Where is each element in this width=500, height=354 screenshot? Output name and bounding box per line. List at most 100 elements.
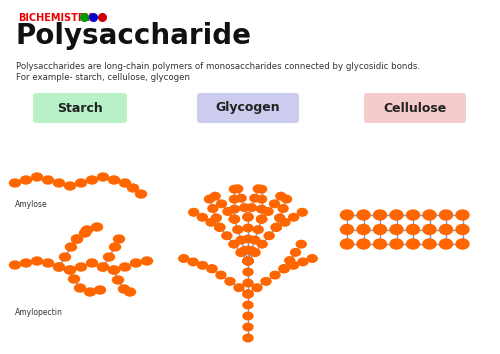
Ellipse shape <box>120 179 130 187</box>
Ellipse shape <box>236 249 246 256</box>
Ellipse shape <box>206 218 216 226</box>
Ellipse shape <box>208 205 218 212</box>
Ellipse shape <box>223 208 233 215</box>
Ellipse shape <box>296 240 306 248</box>
Ellipse shape <box>243 246 253 254</box>
Text: Cellulose: Cellulose <box>384 102 446 114</box>
Ellipse shape <box>207 265 217 273</box>
Ellipse shape <box>233 226 243 233</box>
Ellipse shape <box>374 239 386 249</box>
Ellipse shape <box>423 210 436 220</box>
Ellipse shape <box>256 185 266 193</box>
Ellipse shape <box>20 259 32 267</box>
Ellipse shape <box>272 223 281 231</box>
Ellipse shape <box>86 176 98 184</box>
Ellipse shape <box>216 200 226 208</box>
Ellipse shape <box>54 263 64 271</box>
Ellipse shape <box>54 179 64 187</box>
Ellipse shape <box>285 257 295 264</box>
Ellipse shape <box>230 195 239 203</box>
Ellipse shape <box>243 257 253 265</box>
Ellipse shape <box>246 204 256 211</box>
Ellipse shape <box>230 205 239 213</box>
Ellipse shape <box>270 271 280 279</box>
Ellipse shape <box>243 257 253 265</box>
Ellipse shape <box>98 263 108 271</box>
Ellipse shape <box>254 185 264 193</box>
Ellipse shape <box>243 257 253 265</box>
Ellipse shape <box>240 204 250 211</box>
Ellipse shape <box>230 215 239 223</box>
Ellipse shape <box>10 261 20 269</box>
Ellipse shape <box>243 213 253 221</box>
Ellipse shape <box>32 173 42 181</box>
Ellipse shape <box>243 323 253 331</box>
Ellipse shape <box>257 240 267 248</box>
Ellipse shape <box>243 224 253 232</box>
Ellipse shape <box>84 288 96 296</box>
Ellipse shape <box>243 257 253 265</box>
Ellipse shape <box>288 213 298 221</box>
Ellipse shape <box>236 236 246 244</box>
Ellipse shape <box>279 265 289 273</box>
Ellipse shape <box>456 210 469 220</box>
Ellipse shape <box>60 253 70 261</box>
Ellipse shape <box>298 209 308 216</box>
Ellipse shape <box>243 213 253 221</box>
Ellipse shape <box>108 266 120 274</box>
Ellipse shape <box>340 224 353 234</box>
Ellipse shape <box>204 195 214 203</box>
Ellipse shape <box>279 265 289 273</box>
Ellipse shape <box>98 263 108 271</box>
Text: For example- starch, cellulose, glycogen: For example- starch, cellulose, glycogen <box>16 73 190 82</box>
Ellipse shape <box>250 194 260 202</box>
Ellipse shape <box>108 176 120 184</box>
Ellipse shape <box>280 218 290 226</box>
Ellipse shape <box>274 214 284 222</box>
Text: Starch: Starch <box>57 102 103 114</box>
Ellipse shape <box>118 285 130 293</box>
Ellipse shape <box>390 210 403 220</box>
Ellipse shape <box>64 182 76 190</box>
Ellipse shape <box>423 239 436 249</box>
Ellipse shape <box>98 173 108 181</box>
Ellipse shape <box>243 235 253 243</box>
Ellipse shape <box>243 257 253 265</box>
Ellipse shape <box>128 184 138 192</box>
Ellipse shape <box>456 224 469 234</box>
Ellipse shape <box>72 235 83 243</box>
Ellipse shape <box>76 263 86 271</box>
Ellipse shape <box>179 255 189 262</box>
Ellipse shape <box>270 200 280 208</box>
Ellipse shape <box>423 224 436 234</box>
Ellipse shape <box>243 312 253 320</box>
Ellipse shape <box>272 223 281 231</box>
Ellipse shape <box>130 259 141 267</box>
Ellipse shape <box>64 266 76 274</box>
Ellipse shape <box>252 284 262 291</box>
Ellipse shape <box>440 224 452 234</box>
Ellipse shape <box>243 290 253 298</box>
Ellipse shape <box>10 179 20 187</box>
Ellipse shape <box>263 208 273 215</box>
Ellipse shape <box>188 209 198 216</box>
Ellipse shape <box>279 265 289 273</box>
Ellipse shape <box>68 275 80 283</box>
Ellipse shape <box>212 214 222 222</box>
Ellipse shape <box>120 263 130 271</box>
Ellipse shape <box>243 301 253 309</box>
Ellipse shape <box>256 215 266 223</box>
Ellipse shape <box>104 253 115 261</box>
Ellipse shape <box>256 215 266 223</box>
Ellipse shape <box>288 262 298 269</box>
Ellipse shape <box>440 239 452 249</box>
Ellipse shape <box>406 224 420 234</box>
Ellipse shape <box>390 239 403 249</box>
Ellipse shape <box>243 290 253 298</box>
Ellipse shape <box>92 223 102 231</box>
Ellipse shape <box>110 243 120 251</box>
Ellipse shape <box>32 257 42 265</box>
Ellipse shape <box>142 257 152 265</box>
Ellipse shape <box>272 223 281 231</box>
Ellipse shape <box>74 284 86 292</box>
